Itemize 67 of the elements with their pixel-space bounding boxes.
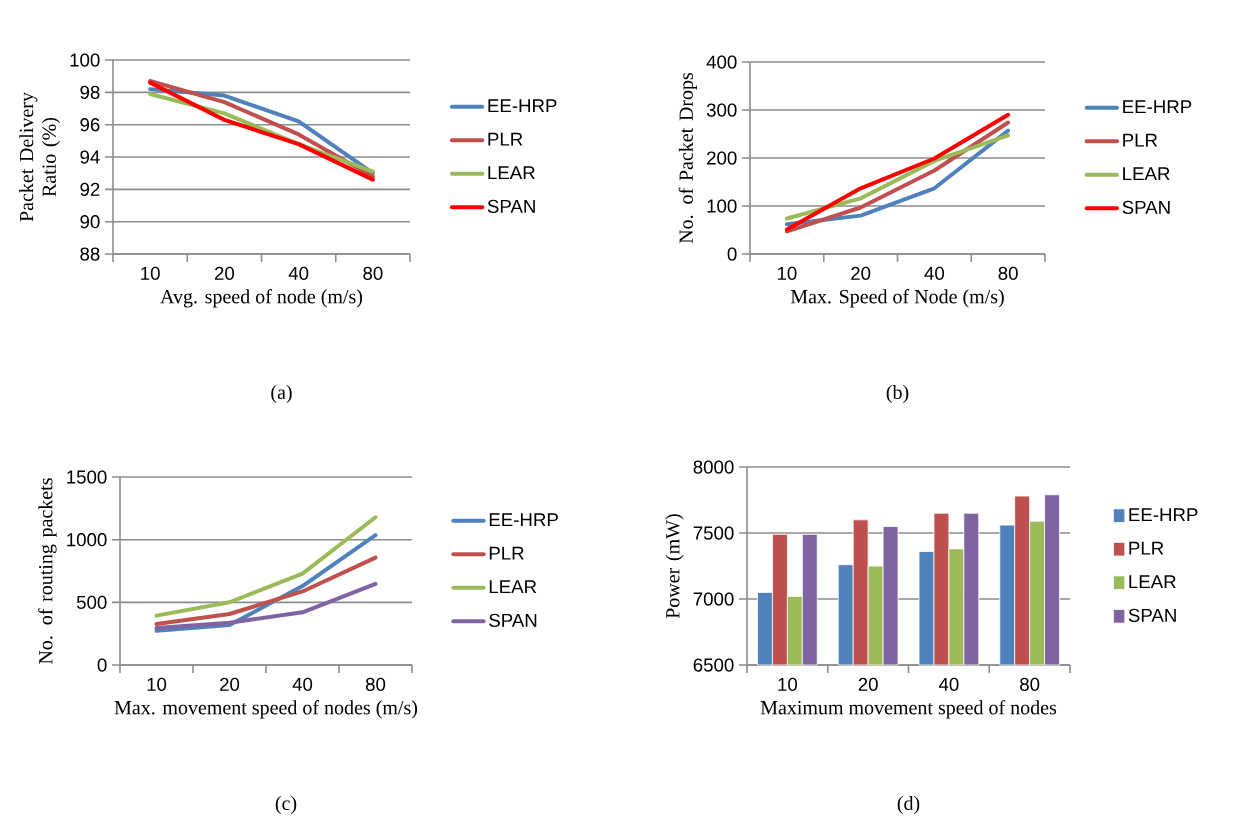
legend-label: PLR <box>1123 133 1158 147</box>
x-axis-title: Max. movement speed of nodes (m/s) <box>114 700 418 719</box>
legend-label: LEAR <box>1129 575 1176 589</box>
y-tick-label: 300 <box>706 103 737 117</box>
line-series <box>154 582 378 631</box>
text: (a) <box>271 385 292 404</box>
legend-label: EE-HRP <box>488 99 557 113</box>
legend-label: LEAR <box>489 580 537 594</box>
x-tick-label: 10 <box>777 266 797 281</box>
x-tick-label: 10 <box>141 266 160 281</box>
y-tick-label: 8000 <box>693 460 734 474</box>
y-tick-label: 88 <box>80 247 100 261</box>
y-tick-label: 6500 <box>693 658 734 672</box>
legend-label: EE-HRP <box>489 513 558 527</box>
x-tick-label: 40 <box>938 677 959 692</box>
y-tick-label: 1000 <box>67 533 107 547</box>
y-tick-label: 98 <box>80 85 100 100</box>
line-series <box>154 555 378 627</box>
x-tick-label: 10 <box>147 677 167 692</box>
x-axis-title: Maximum movement speed of nodes <box>760 700 1057 719</box>
legend-label: LEAR <box>488 166 535 180</box>
x-tick-label: 20 <box>220 677 240 692</box>
y-tick-label: 400 <box>706 55 737 69</box>
legend-label: PLR <box>1129 541 1164 555</box>
legend-label: PLR <box>488 132 523 146</box>
x-axis-title: Avg. speed of node (m/s) <box>160 289 363 308</box>
x-tick-label: 40 <box>924 266 945 281</box>
y-tick-label: 200 <box>707 151 737 165</box>
y-tick-label: 96 <box>80 118 100 132</box>
y-axis-title: No. of Packet Drops <box>678 73 697 244</box>
y-tick-label: 7500 <box>693 526 734 540</box>
y-axis-title: No. of routing packets <box>38 478 57 665</box>
text: (c) <box>275 796 297 815</box>
x-tick-label: 20 <box>858 677 878 692</box>
x-tick-label: 80 <box>365 677 386 692</box>
x-tick-label: 40 <box>292 677 313 692</box>
x-tick-label: 20 <box>214 266 235 281</box>
x-axis-title: Max. Speed of Node (m/s) <box>790 289 1004 308</box>
text: (b) <box>886 385 909 404</box>
legend-label: SPAN <box>489 613 537 628</box>
legend-label: EE-HRP <box>1123 100 1192 114</box>
text: (d) <box>897 796 920 815</box>
y-tick-label: 100 <box>707 199 737 213</box>
legend-label: EE-HRP <box>1129 508 1198 522</box>
legend-label: SPAN <box>1122 200 1170 215</box>
y-tick-label: 0 <box>97 658 107 672</box>
y-tick-label: 0 <box>727 247 737 261</box>
x-tick-label: 40 <box>288 266 309 281</box>
legend-label: SPAN <box>487 199 535 214</box>
legend-label: SPAN <box>1128 608 1176 623</box>
line-series <box>154 515 378 618</box>
y-tick-label: 500 <box>76 595 107 610</box>
y-tick-label: 90 <box>80 215 100 229</box>
y-axis-title: Power (mW) <box>665 514 684 619</box>
x-tick-label: 10 <box>778 677 798 692</box>
y-axis-title: Packet Delivery Ratio (%) <box>19 92 60 222</box>
x-tick-label: 80 <box>363 266 383 281</box>
y-tick-label: 94 <box>80 150 100 164</box>
y-tick-label: 92 <box>80 182 100 197</box>
x-tick-label: 20 <box>851 266 871 281</box>
x-tick-label: 80 <box>1020 677 1040 692</box>
legend-label: LEAR <box>1123 167 1170 181</box>
x-tick-label: 80 <box>998 266 1018 281</box>
y-tick-label: 1500 <box>67 470 107 484</box>
y-tick-label: 7000 <box>693 592 734 606</box>
legend-label: PLR <box>489 546 524 560</box>
y-tick-label: 100 <box>70 53 100 67</box>
